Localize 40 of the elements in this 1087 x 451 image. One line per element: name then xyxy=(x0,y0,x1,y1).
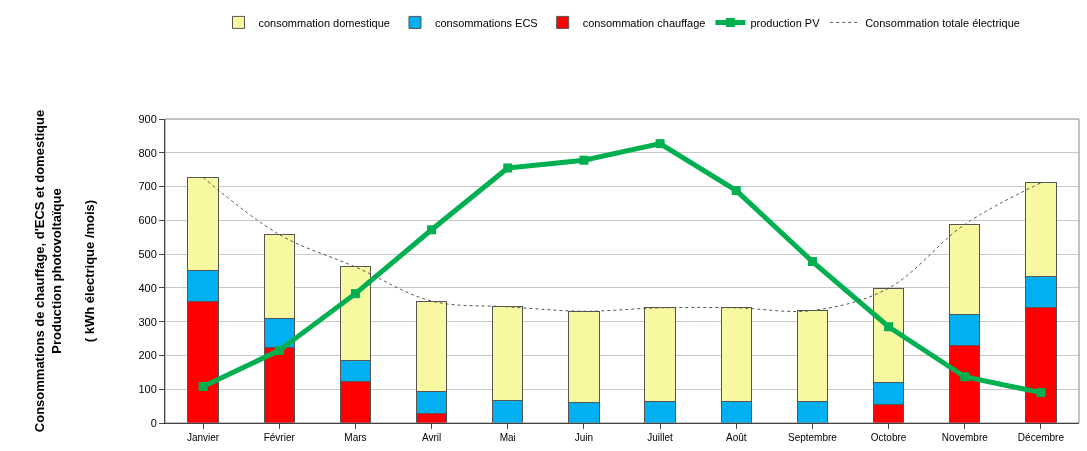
legend-label: Consommation totale électrique xyxy=(865,16,1020,29)
x-tick-label: Juin xyxy=(574,432,594,443)
x-tick-label: Février xyxy=(263,432,296,443)
point xyxy=(427,225,437,235)
x-tick-label: Juillet xyxy=(647,432,674,443)
x-tick-label: Décembre xyxy=(1017,432,1065,443)
y-tick-label: 500 xyxy=(138,247,157,260)
point xyxy=(503,163,513,173)
point xyxy=(731,186,741,196)
y-tick-label: 700 xyxy=(138,180,157,193)
point xyxy=(274,345,284,355)
x-tick-label: Octobre xyxy=(870,432,907,443)
x-tick-label: Mars xyxy=(344,432,367,443)
legend-label: consommation domestique xyxy=(258,16,390,29)
x-tick-label: Janvier xyxy=(186,432,220,443)
x-tick-label: Août xyxy=(725,432,747,443)
y-tick-label: 600 xyxy=(138,214,157,227)
x-tick-label: Septembre xyxy=(787,432,838,443)
x-tick-label: Mai xyxy=(499,432,516,443)
point xyxy=(350,289,360,299)
text: Consommations de chauffage, d'ECS et domestique Production photovoltaïque ( kWh électrique /mois) xyxy=(31,109,98,433)
point xyxy=(884,322,894,332)
x-tick-label: Avril xyxy=(421,432,442,443)
point xyxy=(1036,388,1046,398)
y-tick-label: 900 xyxy=(138,112,157,125)
y-tick-label: 800 xyxy=(138,146,157,159)
y-tick-label: 300 xyxy=(138,315,157,328)
point xyxy=(807,257,817,267)
point xyxy=(655,139,665,149)
y-tick-label: 0 xyxy=(150,416,157,429)
point xyxy=(579,155,589,165)
legend-label: consommations ECS xyxy=(434,16,538,29)
y-tick-label: 400 xyxy=(138,281,157,294)
point xyxy=(960,372,970,382)
legend-label: consommation chauffage xyxy=(582,16,706,29)
legend-label: production PV xyxy=(750,16,821,29)
y-tick-label: 200 xyxy=(138,349,157,362)
x-tick-label: Novembre xyxy=(941,432,989,443)
point xyxy=(198,382,208,392)
y-tick-label: 100 xyxy=(138,383,157,396)
